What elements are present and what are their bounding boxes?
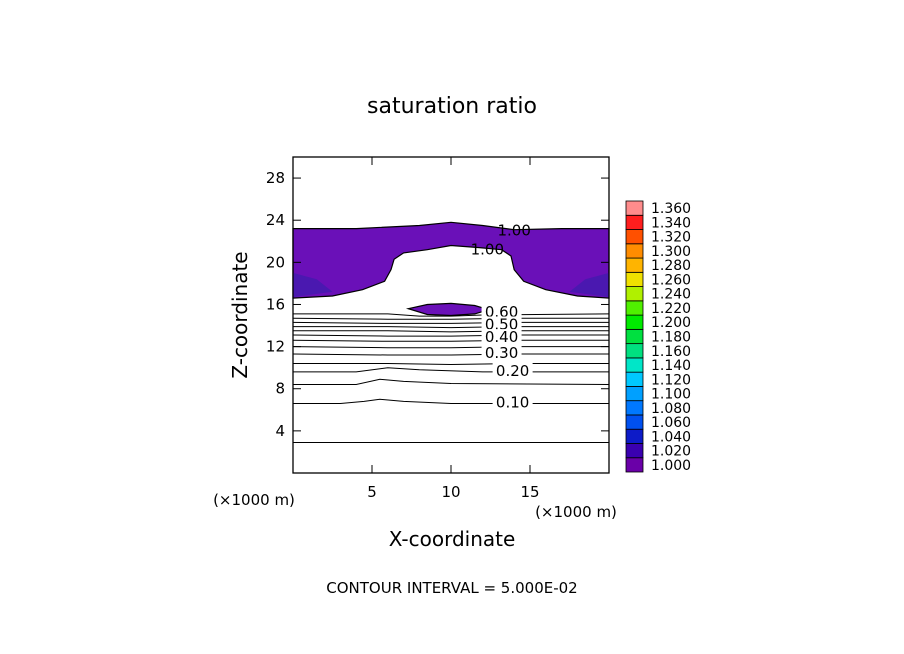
contour-line (292, 353, 609, 356)
colorbar-label: 1.140 (651, 358, 691, 374)
colorbar-swatch (625, 428, 644, 444)
y-axis-label: Z-coordinate (228, 251, 252, 378)
contour-labels: 1.001.00 0.600.500.400.300.20 0.10 (471, 222, 533, 411)
colorbar-swatch (625, 343, 644, 359)
colorbar-label: 1.260 (651, 272, 691, 288)
colorbar-swatch (625, 357, 644, 373)
y-tick-label: 12 (266, 338, 285, 356)
contour-line (292, 339, 609, 342)
colorbar-label: 1.220 (651, 301, 691, 317)
filled-patch-left (293, 272, 333, 298)
contour-label: 0.50 (485, 315, 518, 333)
colorbar-swatch (625, 400, 644, 416)
contour-fills (292, 221, 610, 317)
contour-line (292, 317, 609, 320)
colorbar-label: 1.360 (651, 201, 691, 217)
contour-lines (292, 313, 610, 443)
contour-label-bg (481, 316, 522, 331)
contour-label: 0.10 (496, 393, 529, 411)
colorbar-swatch (625, 286, 644, 302)
filled-region-upper (292, 221, 610, 299)
colorbar-label: 1.000 (651, 458, 691, 474)
chart-title: saturation ratio (367, 94, 537, 119)
colorbar-label: 1.200 (651, 315, 691, 331)
colorbar-label: 1.340 (651, 215, 691, 231)
colorbar-label: 1.040 (651, 429, 691, 445)
contour-label: 1.00 (471, 241, 504, 259)
contour-label-bg (481, 329, 522, 344)
colorbar-label: 1.160 (651, 344, 691, 360)
colorbar-swatch (625, 200, 644, 216)
contour-line (293, 326, 609, 329)
x-tick-label: 5 (367, 483, 377, 501)
y-tick-label: 8 (275, 380, 285, 398)
colorbar-swatch (625, 414, 644, 430)
y-tick-label: 4 (275, 422, 285, 440)
contour-label: 1.00 (497, 222, 530, 240)
colorbar-swatch (625, 229, 644, 245)
contour-line (293, 398, 609, 404)
x-tick-label: 15 (520, 483, 539, 501)
x-unit-note-right: (×1000 m) (535, 503, 617, 521)
colorbar-swatch (625, 457, 644, 473)
colorbar-label: 1.240 (651, 287, 691, 303)
colorbar-label: 1.300 (651, 244, 691, 260)
x-axis-label: X-coordinate (389, 527, 516, 551)
colorbar-swatch (625, 386, 644, 402)
contour-line (293, 363, 609, 366)
colorbar-label: 1.280 (651, 258, 691, 274)
colorbar-swatch (625, 243, 644, 259)
contour-label: 0.20 (496, 362, 529, 380)
colorbar-swatch (625, 257, 644, 273)
colorbar-label: 1.060 (651, 415, 691, 431)
filled-patch-right (569, 272, 609, 298)
y-tick-label: 20 (266, 253, 285, 271)
colorbar-swatch (625, 300, 644, 316)
x-axis-ticks: 5 10 15 (367, 157, 540, 501)
filled-lens (405, 302, 492, 317)
colorbar-swatch (625, 271, 644, 287)
contour-label: 0.60 (485, 303, 518, 321)
contour-label-bg (492, 362, 533, 377)
contour-line (293, 367, 609, 373)
colorbar-swatch (625, 314, 644, 330)
colorbar-label: 1.320 (651, 230, 691, 246)
contour-line (292, 334, 609, 337)
x-tick-label: 10 (441, 483, 460, 501)
colorbar-label: 1.020 (651, 444, 691, 460)
contour-label: 0.30 (485, 344, 518, 362)
y-tick-label: 24 (266, 211, 285, 229)
contour-label-bg (481, 303, 522, 318)
y-tick-label: 16 (266, 295, 285, 313)
contour-line (292, 321, 609, 324)
colorbar-label: 1.180 (651, 330, 691, 346)
colorbar-swatch (625, 328, 644, 345)
contour-interval-text: CONTOUR INTERVAL = 5.000E-02 (326, 579, 577, 597)
colorbar-label: 1.100 (651, 387, 691, 403)
plot-area: 1.001.00 0.600.500.400.300.20 0.10 5 10 15 4… (266, 156, 610, 501)
colorbar-swatch (625, 371, 644, 387)
colorbar-swatch (625, 214, 644, 230)
y-axis-ticks: 4 8 12 16 20 24 28 (266, 169, 609, 440)
y-tick-label: 28 (266, 169, 285, 187)
contour-line (292, 346, 609, 349)
x-unit-note-left: (×1000 m) (213, 491, 295, 509)
contour-line (293, 330, 609, 333)
contour-label: 0.40 (485, 328, 518, 346)
colorbar: 1.0001.0201.0401.0601.0801.1001.1201.140… (625, 200, 691, 474)
contour-line (293, 378, 610, 385)
contour-label-bg (492, 394, 533, 409)
colorbar-label: 1.080 (651, 401, 691, 417)
contour-label-bg (481, 344, 522, 359)
colorbar-swatch (625, 443, 644, 459)
colorbar-label: 1.120 (651, 372, 691, 388)
